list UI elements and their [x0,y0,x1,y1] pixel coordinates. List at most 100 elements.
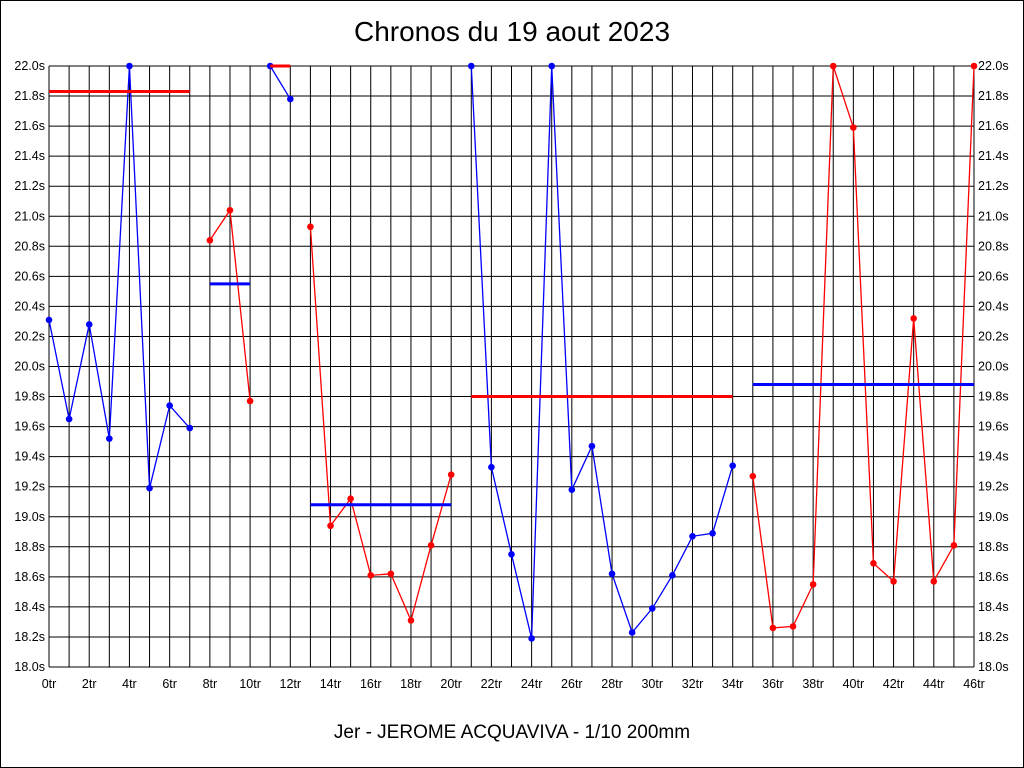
x-tick-label: 44tr [923,677,945,691]
series-line [269,65,291,100]
y-tick-label-right: 18.2s [978,630,1009,644]
data-point [327,522,334,530]
data-point [85,321,93,328]
y-tick-label-right: 20.4s [978,299,1009,313]
y-tick-label-right: 18.8s [978,540,1009,554]
data-point [608,570,616,578]
data-point [467,62,475,70]
x-tick-label: 2tr [82,677,97,691]
x-tick-label: 32tr [682,677,704,691]
data-point [387,570,395,578]
data-point [548,62,556,70]
data-point [689,532,696,540]
y-tick-label-left: 19.0s [14,510,45,524]
data-point [166,402,173,409]
series-line [309,226,452,623]
data-point [568,486,576,494]
x-tick-label: 24tr [521,677,543,691]
x-tick-label: 28tr [601,677,623,691]
x-tick-label: 18tr [400,677,422,691]
y-tick-label-right: 20.2s [978,329,1009,343]
data-point [186,424,194,432]
y-tick-label-left: 19.8s [14,390,45,404]
data-point [528,635,535,642]
y-tick-label-left: 18.6s [14,570,45,584]
x-tick-label: 4tr [122,677,137,691]
x-tick-label: 46tr [963,677,985,691]
y-tick-label-left: 19.4s [14,450,45,464]
y-tick-label-right: 21.2s [978,179,1009,193]
data-point [126,62,133,70]
y-tick-label-left: 21.6s [14,119,45,133]
y-tick-label-left: 18.0s [14,660,45,674]
data-point [45,316,53,324]
y-tick-label-left: 21.4s [14,149,45,163]
data-point [106,435,113,442]
data-point [628,629,636,636]
data-point [287,95,294,103]
data-point [508,551,515,558]
x-tick-label: 8tr [203,677,218,691]
x-tick-label: 0tr [42,677,57,691]
data-point [407,617,415,624]
data-point [427,541,435,549]
y-tick-label-left: 19.2s [14,480,45,494]
data-point [367,572,375,579]
data-point [65,415,73,423]
data-point [910,315,917,322]
x-tick-label: 38tr [802,677,824,691]
y-tick-label-left: 20.0s [14,360,45,374]
data-point [950,541,958,549]
y-tick-label-right: 18.0s [978,660,1009,674]
data-point [447,471,455,478]
data-point [206,236,214,244]
x-tick-label: 20tr [440,677,462,691]
y-tick-label-right: 20.0s [978,360,1009,374]
y-tick-label-right: 21.4s [978,149,1009,163]
x-tick-label: 36tr [762,677,784,691]
y-tick-label-left: 20.4s [14,299,45,313]
data-point [246,397,254,405]
y-tick-label-left: 19.6s [14,420,45,434]
chart-title: Chronos du 19 aout 2023 [353,16,671,47]
y-tick-label-left: 18.2s [14,630,45,644]
data-point [749,472,757,480]
x-tick-label: 34tr [722,677,744,691]
x-tick-label: 10tr [239,677,261,691]
data-point [307,223,314,231]
data-point [729,462,736,469]
data-point [850,124,857,131]
data-point [870,560,877,567]
y-tick-label-left: 18.4s [14,600,45,614]
y-tick-label-right: 20.8s [978,239,1009,253]
data-point [809,581,817,588]
x-tick-label: 42tr [883,677,905,691]
y-tick-label-right: 19.2s [978,480,1009,494]
x-tick-label: 26tr [561,677,583,691]
series-line [470,65,734,639]
data-point [588,442,596,450]
y-tick-label-left: 21.8s [14,89,45,103]
y-tick-label-right: 19.0s [978,510,1009,524]
y-tick-label-right: 18.6s [978,570,1009,584]
y-tick-label-right: 21.6s [978,119,1009,133]
series-line [752,65,975,629]
y-tick-label-right: 22.0s [978,59,1009,73]
series-line [48,65,191,489]
y-tick-label-left: 21.2s [14,179,45,193]
data-point [890,578,897,585]
x-tick-label: 30tr [641,677,663,691]
x-tick-label: 40tr [843,677,865,691]
y-tick-label-right: 21.8s [978,89,1009,103]
y-tick-label-left: 20.6s [14,269,45,283]
data-point [669,572,676,579]
data-point [648,605,656,612]
x-tick-label: 12tr [280,677,302,691]
data-point [347,495,354,503]
data-point [488,463,495,471]
data-point [226,206,234,214]
y-tick-label-left: 18.8s [14,540,45,554]
chart-footer: Jer - JEROME ACQUAVIVA - 1/10 200mm [333,722,691,743]
data-point [146,484,153,492]
